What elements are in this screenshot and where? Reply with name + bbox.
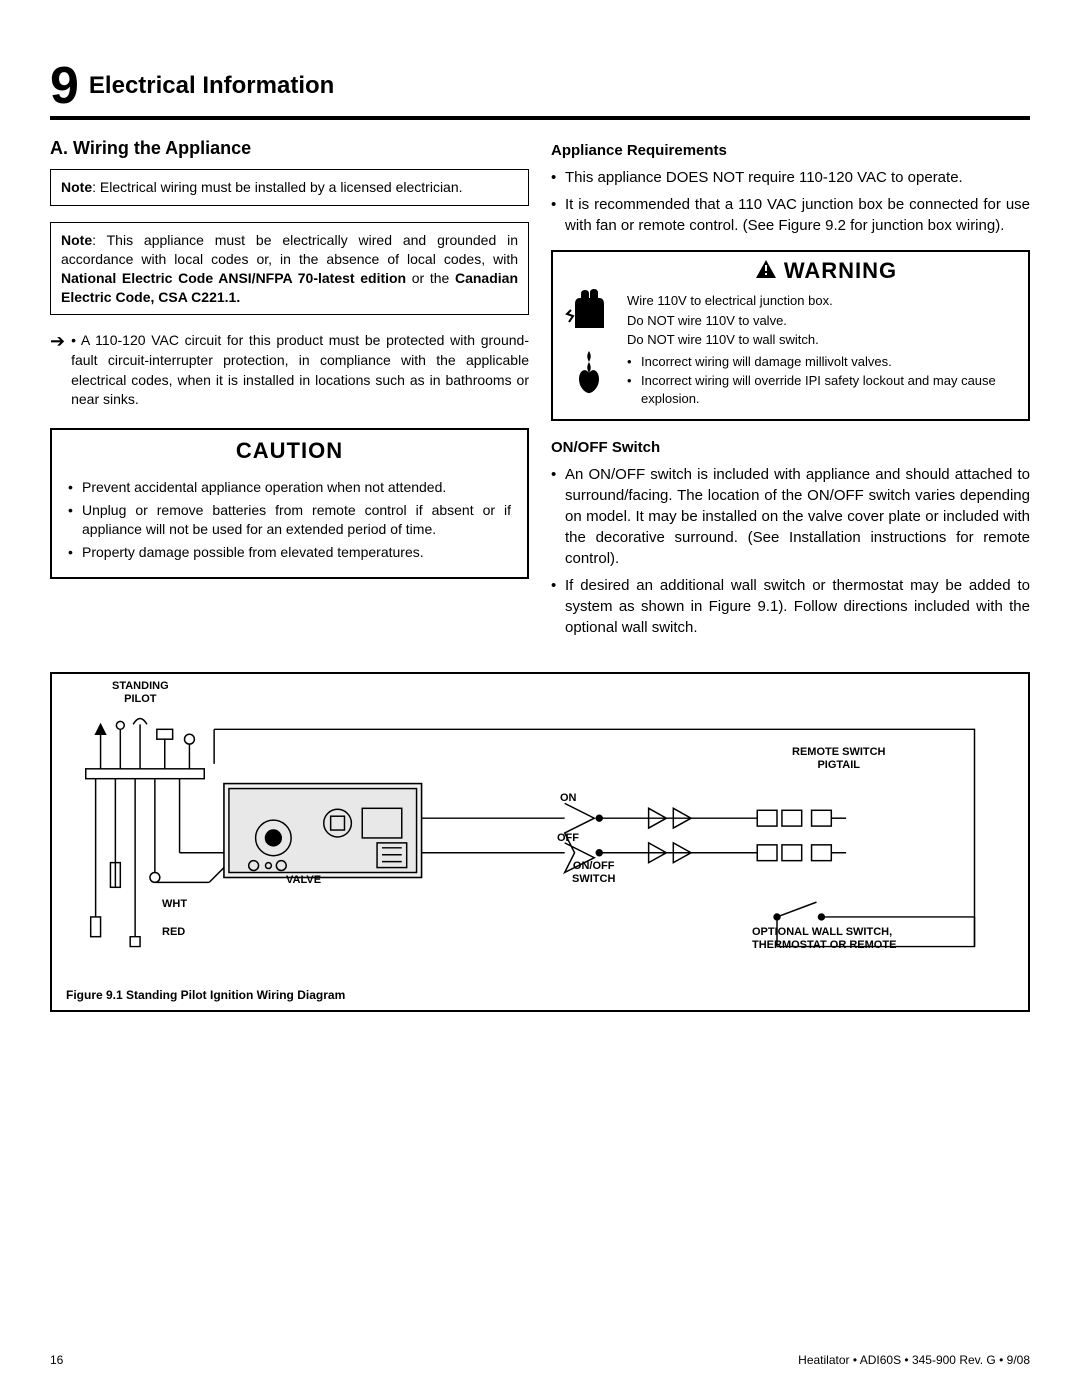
appliance-req-head: Appliance Requirements: [551, 142, 1030, 159]
header-rule: [50, 116, 1030, 120]
note-box-1: Note: Electrical wiring must be installe…: [50, 169, 529, 206]
caution-body: Prevent accidental appliance operation w…: [52, 470, 527, 578]
page-number: 16: [50, 1353, 63, 1367]
label-off: OFF: [557, 832, 579, 845]
warning-box: WARNING Wire 110V to electrical junction…: [551, 250, 1030, 421]
section-header: 9 Electrical Information: [50, 60, 1030, 112]
arrow-bullet-row: ➔ • A 110-120 VAC circuit for this produ…: [50, 331, 529, 409]
caution-item: Property damage possible from elevated t…: [68, 543, 511, 562]
warning-title-row: WARNING: [625, 252, 1028, 290]
footer-info: Heatilator • ADI60S • 345-900 Rev. G • 9…: [798, 1353, 1030, 1367]
label-wht: WHT: [162, 898, 187, 911]
label-optional: OPTIONAL WALL SWITCH,THERMOSTAT OR REMOT…: [752, 926, 896, 951]
warning-body: Wire 110V to electrical junction box. Do…: [625, 292, 1028, 419]
page-footer: 16 Heatilator • ADI60S • 345-900 Rev. G …: [50, 1353, 1030, 1367]
caution-item: Unplug or remove batteries from remote c…: [68, 501, 511, 539]
right-column: Appliance Requirements This appliance DO…: [551, 138, 1030, 652]
label-remote-switch: REMOTE SWITCHPIGTAIL: [792, 746, 886, 771]
fire-icon: [565, 347, 613, 398]
list-item: If desired an additional wall switch or …: [551, 575, 1030, 638]
arrow-icon: ➔: [50, 331, 65, 353]
note2-text: : This appliance must be electrically wi…: [61, 232, 518, 267]
onoff-list: An ON/OFF switch is included with applia…: [551, 464, 1030, 638]
note2-mid: or the: [406, 270, 455, 286]
warning-right: WARNING Wire 110V to electrical junction…: [625, 252, 1028, 419]
warning-icons: [553, 252, 625, 419]
wiring-diagram: STANDINGPILOT VALVE WHT RED ON OFF ON/OF…: [50, 672, 1030, 1012]
label-standing-pilot: STANDINGPILOT: [112, 680, 169, 705]
left-column: A. Wiring the Appliance Note: Electrical…: [50, 138, 529, 652]
section-number: 9: [50, 60, 79, 112]
figure-caption: Figure 9.1 Standing Pilot Ignition Wirin…: [66, 988, 345, 1002]
list-item: It is recommended that a 110 VAC junctio…: [551, 194, 1030, 236]
warn-line: Do NOT wire 110V to wall switch.: [627, 331, 1014, 349]
note1-text: : Electrical wiring must be installed by…: [92, 179, 462, 195]
onoff-head: ON/OFF Switch: [551, 439, 1030, 456]
label-valve: VALVE: [286, 874, 321, 887]
subhead-a: A. Wiring the Appliance: [50, 138, 529, 159]
arrow-bullet-text: • A 110-120 VAC circuit for this product…: [71, 331, 529, 409]
warn-line: Wire 110V to electrical junction box.: [627, 292, 1014, 310]
warn-item: Incorrect wiring will damage millivolt v…: [627, 353, 1014, 371]
warning-triangle-icon: [756, 260, 776, 283]
section-title: Electrical Information: [89, 72, 334, 100]
caution-item: Prevent accidental appliance operation w…: [68, 478, 511, 497]
note1-lead: Note: [61, 179, 92, 195]
shock-hand-icon: [565, 284, 613, 335]
caution-box: CAUTION Prevent accidental appliance ope…: [50, 428, 529, 580]
list-item: This appliance DOES NOT require 110-120 …: [551, 167, 1030, 188]
warn-item: Incorrect wiring will override IPI safet…: [627, 372, 1014, 407]
note2-lead: Note: [61, 232, 92, 248]
label-onoff-switch: ON/OFFSWITCH: [572, 860, 615, 885]
caution-title: CAUTION: [52, 430, 527, 470]
two-column-layout: A. Wiring the Appliance Note: Electrical…: [50, 138, 1030, 652]
list-item: An ON/OFF switch is included with applia…: [551, 464, 1030, 569]
warning-title: WARNING: [784, 258, 897, 284]
warn-line: Do NOT wire 110V to valve.: [627, 312, 1014, 330]
note2-bold1: National Electric Code ANSI/NFPA 70-late…: [61, 270, 406, 286]
label-red: RED: [162, 926, 185, 939]
label-on: ON: [560, 792, 577, 805]
note-box-2: Note: This appliance must be electricall…: [50, 222, 529, 316]
appliance-req-list: This appliance DOES NOT require 110-120 …: [551, 167, 1030, 236]
